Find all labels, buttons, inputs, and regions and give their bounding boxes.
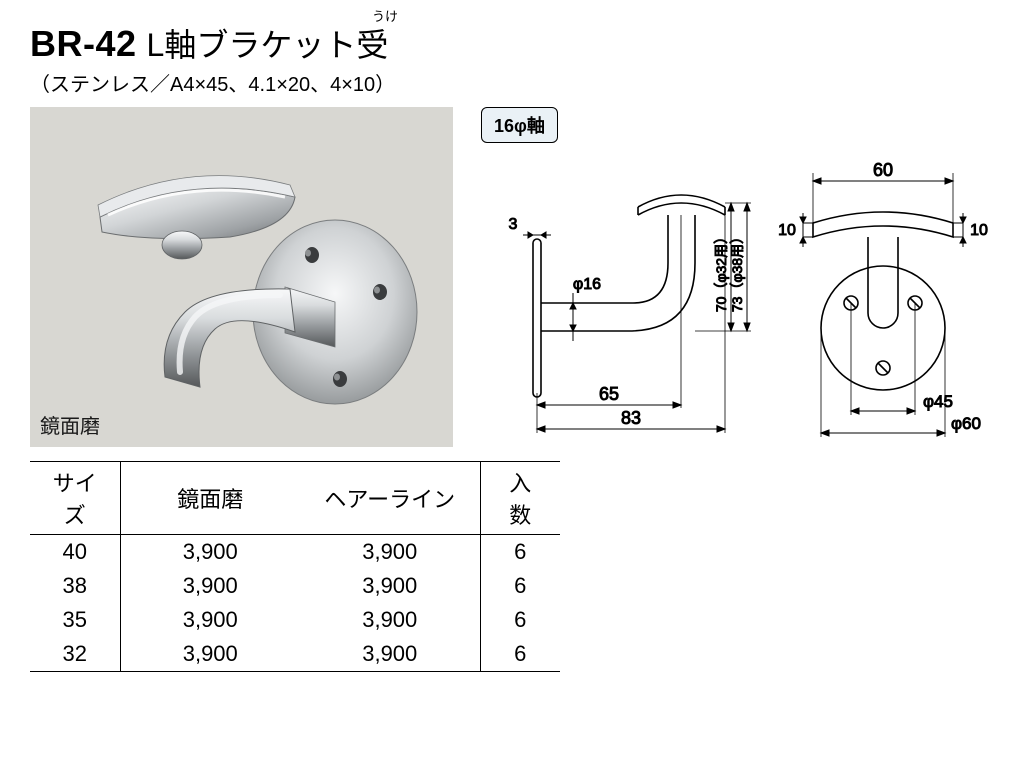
dim-saddle-thk-l: 10 [778, 222, 796, 239]
table-header-row: サイズ 鏡面磨 ヘアーライン 入数 [30, 462, 560, 535]
table-row: 35 3,900 3,900 6 [30, 603, 560, 637]
dim-saddle-width: 60 [873, 160, 893, 180]
product-header: うけ BR-42 L軸ブラケット受 （ステンレス／A4×45、4.1×20、4×… [30, 20, 993, 97]
dim-plate-dia: φ60 [951, 414, 981, 433]
dim-total-depth: 83 [621, 408, 641, 428]
col-size: サイズ [30, 462, 120, 535]
diagram-area: 16φ軸 [473, 107, 993, 443]
side-view-diagram: 3 φ16 [473, 153, 753, 443]
product-photo: 鏡面磨 [30, 107, 453, 447]
photo-caption: 鏡面磨 [40, 410, 100, 439]
table-row: 38 3,900 3,900 6 [30, 569, 560, 603]
product-code: BR-42 [30, 23, 137, 65]
col-hairline: ヘアーライン [300, 462, 480, 535]
col-mirror: 鏡面磨 [120, 462, 300, 535]
ruby-annotation: うけ [372, 6, 398, 25]
dim-shaft-dia: φ16 [573, 276, 601, 293]
dim-reach: 65 [599, 384, 619, 404]
dim-height32: 70（φ32用） [713, 230, 729, 312]
col-qty: 入数 [480, 462, 560, 535]
dim-height38: 73（φ38用） [729, 230, 745, 312]
bracket-illustration [90, 137, 450, 427]
front-view-diagram: 60 10 10 [773, 153, 993, 443]
shaft-badge: 16φ軸 [481, 107, 558, 143]
dim-hole-circle: φ45 [923, 392, 953, 411]
dim-plate-thickness: 3 [509, 216, 518, 233]
price-table: サイズ 鏡面磨 ヘアーライン 入数 40 3,900 3,900 6 38 3,… [30, 461, 560, 672]
table-row: 40 3,900 3,900 6 [30, 535, 560, 570]
product-name: L軸ブラケット受 [147, 20, 389, 66]
table-row: 32 3,900 3,900 6 [30, 637, 560, 672]
dim-saddle-thk-r: 10 [970, 222, 988, 239]
product-subtitle: （ステンレス／A4×45、4.1×20、4×10） [30, 68, 993, 97]
